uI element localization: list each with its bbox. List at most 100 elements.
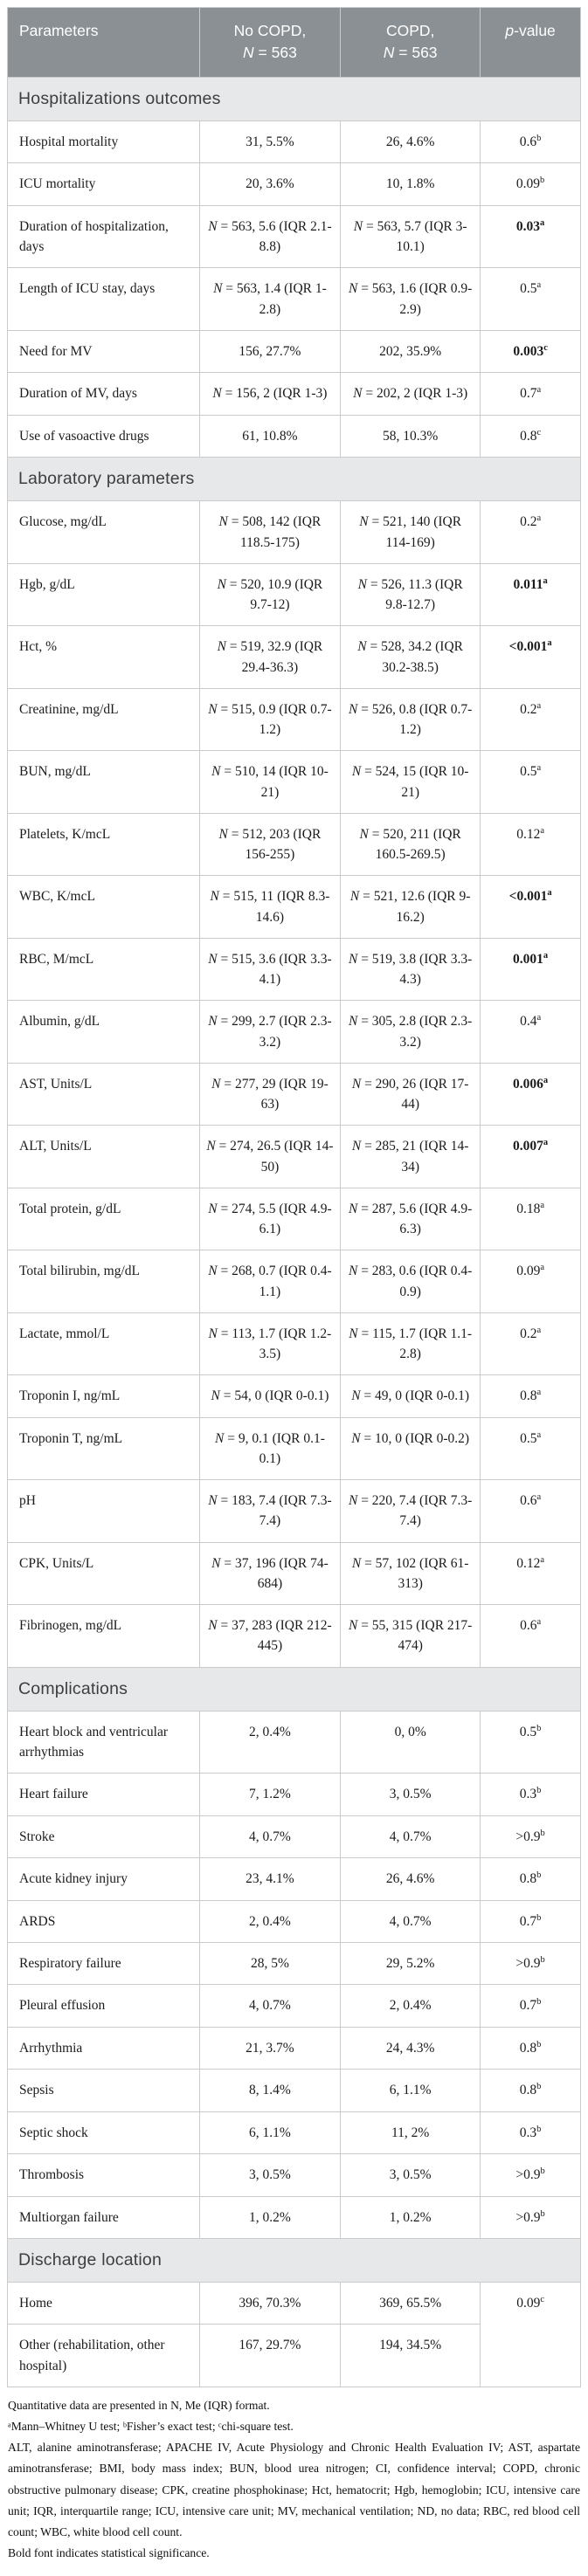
cell-p-value: 0.09b (480, 162, 581, 206)
cell-p-value: 0.5a (480, 750, 581, 814)
parameter-label: Troponin T, ng/mL (7, 1416, 200, 1481)
footnote-line: Bold font indicates statistical signific… (8, 2546, 210, 2560)
table-row: Heart block and ventricular arrhythmias 2… (7, 1710, 581, 1774)
parameter-label: Multiorgan failure (7, 2195, 200, 2239)
cell-no-copd: N = 274, 5.5 (IQR 4.9-6.1) (198, 1187, 342, 1251)
table-row: ARDS 2, 0.4% 4, 0.7% 0.7b (7, 1899, 581, 1944)
parameter-label: AST, Units/L (7, 1062, 200, 1126)
p-value-test-superscript: b (540, 176, 545, 186)
cell-no-copd: 7, 1.2% (198, 1773, 342, 1816)
p-value-test-superscript: b (536, 1912, 542, 1923)
table-row: Hgb, g/dL N = 520, 10.9 (IQR 9.7-12) N = 5… (7, 562, 581, 627)
parameter-label: Use of vasoactive drugs (7, 414, 200, 458)
column-header-parameters: Parameters (7, 7, 200, 78)
table-row: Other (rehabilitation, other hospital) 16… (7, 2324, 581, 2387)
cell-no-copd: N = 520, 10.9 (IQR 9.7-12) (198, 562, 342, 627)
table-row: Length of ICU stay, days N = 563, 1.4 (IQ… (7, 267, 581, 331)
cell-copd: N = 283, 0.6 (IQR 0.4-0.9) (340, 1250, 481, 1313)
p-value-text: 0.011 (513, 576, 543, 592)
parameter-label: RBC, M/mcL (7, 937, 200, 1002)
cell-p-value: 0.6a (480, 1604, 581, 1668)
p-value-text: 0.12 (516, 826, 541, 842)
parameter-label: Acute kidney injury (7, 1857, 200, 1901)
p-value-text: 0.03 (515, 218, 541, 234)
cell-copd: N = 305, 2.8 (IQR 2.3-3.2) (340, 1000, 481, 1064)
cell-copd: N = 57, 102 (IQR 61-313) (340, 1541, 481, 1606)
p-value-test-superscript: a (536, 513, 542, 524)
p-value-test-superscript: a (540, 217, 545, 228)
cell-copd: N = 220, 7.4 (IQR 7.3-7.4) (340, 1479, 481, 1543)
parameter-label: Other (rehabilitation, other hospital) (7, 2324, 200, 2387)
cell-copd: 3, 0.5% (340, 1773, 481, 1816)
cell-p-value: 0.7a (480, 372, 581, 416)
cell-no-copd: N = 515, 3.6 (IQR 3.3-4.1) (198, 937, 342, 1002)
table-row: ALT, Units/L N = 274, 26.5 (IQR 14-50) N =… (7, 1125, 581, 1188)
p-value-test-superscript: b (536, 2082, 542, 2092)
parameter-label: Hct, % (7, 625, 200, 689)
table-row: Troponin I, ng/mL N = 54, 0 (IQR 0-0.1) N … (7, 1374, 581, 1418)
cell-copd: N = 55, 315 (IQR 217-474) (340, 1604, 481, 1668)
cell-no-copd: N = 268, 0.7 (IQR 0.4-1.1) (198, 1250, 342, 1313)
parameter-label: Total protein, g/dL (7, 1187, 200, 1251)
cell-no-copd: N = 183, 7.4 (IQR 7.3-7.4) (198, 1479, 342, 1543)
parameter-label: WBC, K/mcL (7, 875, 200, 939)
cell-p-value: >0.9b (480, 2153, 581, 2197)
cell-copd: N = 524, 15 (IQR 10-21) (340, 750, 481, 814)
p-value-test-superscript: a (536, 385, 542, 396)
p-value-text: 0.6 (519, 134, 537, 150)
p-value-test-superscript: a (536, 1388, 542, 1398)
parameter-label: Heart failure (7, 1773, 200, 1816)
p-value-test-superscript: a (540, 1200, 544, 1210)
table-row: Acute kidney injury 23, 4.1% 26, 4.6% 0.8b (7, 1857, 581, 1901)
cell-p-value: 0.2a (480, 687, 581, 752)
table-row: Heart failure 7, 1.2% 3, 0.5% 0.3b (7, 1773, 581, 1816)
table-row: Fibrinogen, mg/dL N = 37, 283 (IQR 212-44… (7, 1604, 581, 1668)
parameter-label: Home (7, 2282, 200, 2325)
cell-p-value: 0.8c (480, 414, 581, 458)
p-value-text: 0.8 (520, 428, 537, 444)
cell-copd: N = 528, 34.2 (IQR 30.2-38.5) (340, 625, 481, 689)
cell-no-copd: 167, 29.7% (198, 2324, 342, 2387)
cell-copd: 26, 4.6% (340, 120, 481, 164)
parameter-label: Fibrinogen, mg/dL (7, 1604, 200, 1668)
p-value-test-superscript: b (540, 2166, 545, 2177)
cell-p-value: 0.6a (480, 1479, 581, 1543)
parameter-label: BUN, mg/dL (7, 750, 200, 814)
p-value-text: 0.3 (519, 2125, 537, 2140)
parameter-label: Need for MV (7, 329, 200, 374)
p-value-text: 0.5 (520, 281, 537, 297)
p-value-text: 0.7 (520, 386, 537, 402)
table-row: Albumin, g/dL N = 299, 2.7 (IQR 2.3-3.2) N… (7, 1000, 581, 1064)
parameter-label: pH (7, 1479, 200, 1543)
p-value-text: <0.001 (508, 889, 548, 905)
cell-no-copd: 23, 4.1% (198, 1857, 342, 1901)
table-row: Duration of hospitalization, days N = 563… (7, 204, 581, 269)
parameter-label: Troponin I, ng/mL (7, 1374, 200, 1418)
cell-copd: 202, 35.9% (340, 329, 481, 374)
cell-p-value: 0.007a (480, 1125, 581, 1188)
cell-no-copd: N = 54, 0 (IQR 0-0.1) (198, 1374, 342, 1418)
cell-copd: N = 563, 5.7 (IQR 3-10.1) (340, 204, 481, 269)
section-row: Laboratory parameters (7, 457, 581, 502)
table-row: Thrombosis 3, 0.5% 3, 0.5% >0.9b (7, 2153, 581, 2197)
p-value-test-superscript: b (540, 2208, 545, 2219)
p-value-test-superscript: a (536, 1492, 542, 1503)
p-value-test-superscript: c (536, 427, 542, 437)
parameter-label: Glucose, mg/dL (7, 500, 200, 564)
cell-no-copd: 61, 10.8% (198, 414, 342, 458)
table-row: Multiorgan failure 1, 0.2% 1, 0.2% >0.9b (7, 2195, 581, 2239)
p-value-test-superscript: b (536, 1997, 542, 2008)
p-value-test-superscript: a (547, 638, 552, 649)
p-value-text: >0.9 (515, 2209, 541, 2225)
cell-copd: N = 285, 21 (IQR 14-34) (340, 1125, 481, 1188)
table-row: Duration of MV, days N = 156, 2 (IQR 1-3)… (7, 372, 581, 416)
cell-no-copd: N = 9, 0.1 (IQR 0.1-0.1) (198, 1416, 342, 1481)
cell-copd: 29, 5.2% (340, 1942, 481, 1986)
cell-p-value: 0.5a (480, 1416, 581, 1481)
cell-copd: 4, 0.7% (340, 1899, 481, 1944)
cell-no-copd: 1, 0.2% (198, 2195, 342, 2239)
parameter-label: Platelets, K/mcL (7, 812, 200, 877)
p-value-text: 0.003 (513, 343, 544, 359)
cell-p-value: 0.8a (480, 1374, 581, 1418)
cell-p-value: 0.18a (480, 1187, 581, 1251)
